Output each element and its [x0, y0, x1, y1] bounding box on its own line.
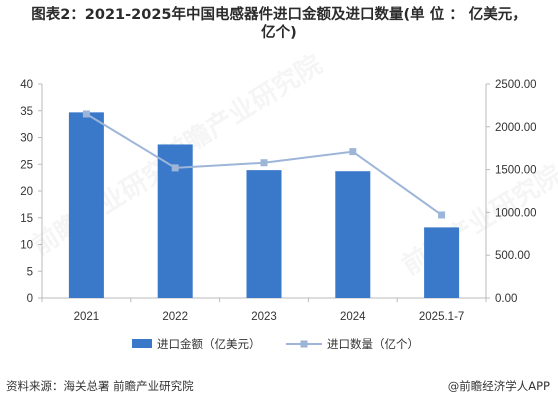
- bar-import-value: [246, 170, 282, 298]
- y-left-tick-label: 20: [20, 186, 33, 198]
- x-tick-label: 2021: [74, 311, 100, 323]
- chart-title: 图表2：2021-2025年中国电感器件进口金额及进口数量(单 位 ： 亿美元，…: [0, 6, 558, 42]
- y-left-tick-label: 0: [27, 293, 33, 305]
- line-point-import-quantity: [349, 148, 357, 156]
- legend-label-bar: 进口金额（亿美元）: [157, 337, 261, 351]
- x-tick-label: 2022: [162, 311, 188, 323]
- chart-title-line1: 图表2：2021-2025年中国电感器件进口金额及进口数量(单 位 ： 亿美元，: [31, 7, 527, 23]
- y-left-tick-label: 25: [20, 159, 33, 171]
- y-right-tick-label: 2500.00: [495, 79, 537, 91]
- bar-import-value: [68, 112, 104, 298]
- legend-label-line: 进口数量（亿个）: [327, 337, 419, 351]
- chart-title-line2: 亿个): [261, 25, 297, 41]
- chart: 0 5 10 15 20 25 30 35 40 0.00 500.00 1000.00 1500.00…: [20, 79, 537, 351]
- bar-import-value: [424, 227, 460, 298]
- y-left-tick-label: 10: [20, 240, 33, 252]
- x-tick-label: 2023: [251, 311, 277, 323]
- y-right-tick-label: 1000.00: [495, 207, 537, 219]
- y-left-tick-label: 30: [20, 133, 33, 145]
- y-right-tick-label: 1500.00: [495, 165, 537, 177]
- bar-import-value: [335, 171, 371, 298]
- y-left-tick-label: 40: [20, 79, 33, 91]
- x-tick-label: 2024: [340, 311, 366, 323]
- y-right-tick-label: 500.00: [495, 250, 530, 262]
- line-point-import-quantity: [82, 110, 90, 118]
- y-right-tick-label: 0.00: [495, 293, 517, 305]
- y-left-tick-label: 35: [20, 106, 33, 118]
- legend-swatch-bar: [132, 339, 152, 348]
- line-point-import-quantity: [260, 159, 268, 167]
- y-left-tick-label: 15: [20, 213, 33, 225]
- brand-note: @前瞻经济学人APP: [447, 379, 550, 393]
- x-tick-label: 2025.1-7: [419, 311, 464, 323]
- y-right-tick-label: 2000.00: [495, 122, 537, 134]
- line-point-import-quantity: [438, 211, 446, 219]
- line-point-import-quantity: [171, 164, 179, 172]
- legend-marker-line: [300, 340, 308, 348]
- y-left-tick-label: 5: [27, 266, 33, 278]
- source-note: 资料来源：海关总署 前瞻产业研究院: [6, 379, 194, 393]
